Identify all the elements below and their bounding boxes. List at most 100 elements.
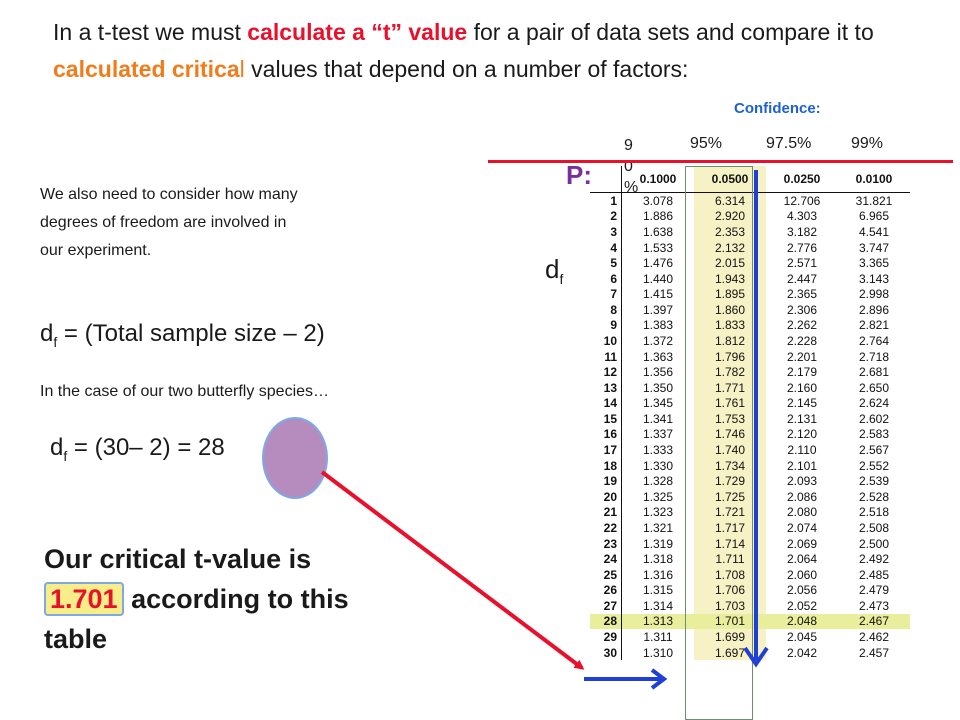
- table-cell-value: 1.697: [694, 644, 766, 661]
- table-cell-value: 2.074: [786, 520, 818, 535]
- table-cell-value: 1.740: [694, 442, 766, 458]
- table-cell-value: 3.078: [642, 193, 674, 208]
- intro-calculate-t: calculate a “t” value: [247, 19, 468, 45]
- table-cell-df: 4: [590, 239, 622, 256]
- table-cell-value: 1.699: [694, 629, 766, 645]
- table-header-df: [590, 166, 622, 193]
- table-cell-df: 7: [590, 286, 622, 303]
- table-cell-df: 3: [590, 224, 622, 240]
- table-cell-value: 12.706: [783, 193, 821, 208]
- table-cell-value: 2.920: [694, 208, 766, 225]
- df-result-value: 28: [198, 434, 225, 461]
- table-cell-df: 16: [590, 426, 622, 443]
- table-cell-value: 2.132: [694, 239, 766, 256]
- table-cell-value: 1.812: [694, 333, 766, 349]
- table-cell-value: 4.303: [786, 209, 818, 224]
- table-cell-df: 5: [590, 255, 622, 271]
- table-cell-value: 1.318: [642, 552, 674, 567]
- table-row: 24 1.318 1.711 2.064 2.492: [590, 551, 910, 567]
- confidence-level-99: 99%: [851, 135, 884, 152]
- table-row: 27 1.314 1.703 2.052 2.473: [590, 598, 910, 614]
- formula2-d: d: [50, 434, 64, 461]
- table-cell-value: 1.753: [694, 411, 766, 427]
- table-cell-value: 1.725: [694, 488, 766, 505]
- table-cell-value: 1.363: [642, 349, 674, 364]
- df-label: df: [545, 254, 563, 287]
- table-cell-df: 30: [590, 644, 622, 661]
- table-cell-df: 15: [590, 411, 622, 427]
- df-label-d: d: [545, 254, 560, 284]
- table-cell-value: 1.383: [642, 318, 674, 333]
- table-cell-value: 2.492: [858, 552, 890, 567]
- table-cell-value: 2.093: [786, 474, 818, 489]
- table-cell-df: 26: [590, 582, 622, 599]
- table-cell-value: 1.833: [694, 317, 766, 334]
- table-cell-df: 11: [590, 348, 622, 365]
- table-cell-value: 2.567: [858, 443, 890, 458]
- df-label-sub: f: [559, 271, 564, 288]
- table-row: 10 1.372 1.812 2.228 2.764: [590, 333, 910, 349]
- table-cell-value: 1.886: [642, 209, 674, 224]
- table-row: 7 1.415 1.895 2.365 2.998: [590, 286, 910, 303]
- table-row: 16 1.337 1.746 2.120 2.583: [590, 426, 910, 443]
- table-row: 29 1.311 1.699 2.045 2.462: [590, 629, 910, 645]
- table-cell-value: 2.228: [786, 333, 818, 348]
- table-cell-value: 4.541: [858, 224, 890, 239]
- table-row: 20 1.325 1.725 2.086 2.528: [590, 488, 910, 505]
- table-row: 25 1.316 1.708 2.060 2.485: [590, 566, 910, 583]
- table-cell-value: 1.796: [694, 348, 766, 365]
- table-cell-value: 6.314: [694, 192, 766, 209]
- intro-part-6: values that depend on a number of factor…: [244, 56, 689, 82]
- table-cell-value: 2.896: [858, 302, 890, 317]
- formula1-d: d: [40, 320, 54, 347]
- df-result-circle: [262, 417, 328, 499]
- table-cell-value: 3.182: [786, 224, 818, 239]
- table-cell-value: 2.467: [838, 613, 910, 630]
- table-cell-value: 1.325: [642, 489, 674, 504]
- table-row: 12 1.356 1.782 2.179 2.681: [590, 364, 910, 380]
- table-cell-df: 6: [590, 270, 622, 287]
- table-cell-value: 2.650: [858, 380, 890, 395]
- table-cell-value: 2.365: [786, 287, 818, 302]
- table-row: 2 1.886 2.920 4.303 6.965: [590, 208, 910, 225]
- table-row: 11 1.363 1.796 2.201 2.718: [590, 348, 910, 365]
- table-cell-value: 2.518: [858, 505, 890, 520]
- table-cell-df: 23: [590, 535, 622, 552]
- table-cell-value: 1.415: [642, 287, 674, 302]
- table-cell-value: 1.476: [642, 256, 674, 271]
- table-row: 19 1.328 1.729 2.093 2.539: [590, 473, 910, 489]
- table-cell-value: 2.042: [786, 645, 818, 660]
- formula2-sub: f: [63, 447, 68, 464]
- intro-critical-l: l: [239, 56, 245, 82]
- table-cell-value: 2.462: [858, 629, 890, 644]
- table-cell-value: 1.333: [642, 443, 674, 458]
- table-cell-df: 2: [590, 208, 622, 225]
- table-cell-value: 1.372: [642, 333, 674, 348]
- table-cell-value: 2.101: [786, 458, 818, 473]
- table-cell-value: 1.397: [642, 302, 674, 317]
- table-cell-value: 3.143: [858, 271, 890, 286]
- table-cell-value: 2.583: [858, 427, 890, 442]
- confidence-underline: [488, 160, 953, 163]
- intro-part-3: for a pair of data sets and compare it t…: [467, 19, 874, 45]
- table-cell-value: 2.539: [858, 474, 890, 489]
- table-cell-df: 14: [590, 395, 622, 412]
- intro-calculated-critical: calculated critica: [53, 56, 240, 82]
- table-cell-value: 1.721: [694, 504, 766, 521]
- table-cell-value: 2.681: [858, 365, 890, 380]
- table-header-p: 0.1000: [621, 166, 694, 193]
- table-cell-value: 1.771: [694, 379, 766, 396]
- table-row: 13 1.350 1.771 2.160 2.650: [590, 379, 910, 396]
- table-row: 26 1.315 1.706 2.056 2.479: [590, 582, 910, 599]
- formula1-rest: = (Total sample size – 2): [57, 320, 325, 347]
- table-cell-value: 2.306: [786, 302, 818, 317]
- table-cell-value: 2.473: [858, 598, 890, 613]
- table-cell-value: 1.701: [694, 613, 766, 630]
- table-cell-value: 2.052: [786, 598, 818, 613]
- table-cell-value: 2.120: [786, 427, 818, 442]
- table-cell-value: 1.321: [642, 520, 674, 535]
- conclusion-text: Our critical t-value is 1.701 according …: [44, 539, 384, 659]
- table-cell-df: 18: [590, 457, 622, 474]
- table-cell-value: 1.313: [621, 613, 694, 630]
- table-cell-value: 2.624: [858, 396, 890, 411]
